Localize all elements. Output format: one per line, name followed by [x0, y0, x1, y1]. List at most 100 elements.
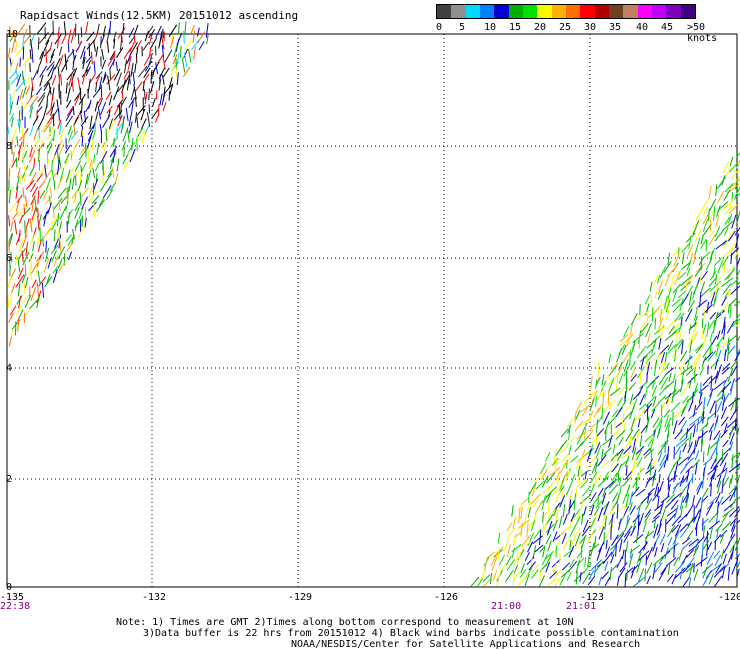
- wind-barb: [715, 240, 728, 250]
- wind-barb: [647, 493, 650, 504]
- wind-barb: [616, 532, 625, 545]
- wind-barb: [647, 458, 653, 470]
- wind-barb: [687, 447, 696, 461]
- map-title: Rapidsact Winds(12.5KM) 20151012 ascendi…: [20, 9, 299, 22]
- wind-barb: [583, 562, 592, 574]
- wind-barb: [477, 578, 484, 587]
- wind-barb: [589, 517, 597, 529]
- wind-barb: [726, 419, 737, 429]
- wind-barb: [151, 109, 159, 119]
- wind-barb: [574, 441, 584, 453]
- wind-barb: [13, 30, 17, 43]
- wind-barb: [46, 158, 50, 170]
- wind-barb: [570, 455, 579, 463]
- wind-barb: [93, 41, 96, 52]
- wind-barb: [693, 405, 697, 417]
- wind-barb: [36, 63, 40, 74]
- wind-barb: [113, 137, 115, 148]
- wind-barb: [674, 524, 682, 537]
- wind-barb: [539, 545, 546, 553]
- wind-barb: [596, 419, 598, 433]
- wind-barb: [623, 325, 630, 338]
- wind-barb: [558, 515, 563, 529]
- wind-barb: [625, 540, 629, 552]
- wind-barb: [142, 81, 145, 92]
- wind-barb: [658, 317, 664, 330]
- wind-barb: [652, 351, 665, 361]
- wind-barb: [15, 304, 22, 316]
- wind-barb: [98, 197, 105, 207]
- wind-barb: [624, 455, 630, 467]
- wind-barb: [142, 42, 150, 51]
- wind-barb: [731, 454, 734, 469]
- wind-barb: [50, 244, 59, 255]
- wind-barb: [81, 196, 88, 210]
- wind-barb: [629, 505, 636, 515]
- wind-barb: [678, 331, 682, 342]
- wind-barb: [611, 409, 619, 418]
- wind-barb: [541, 495, 546, 510]
- wind-barb: [694, 266, 703, 277]
- wind-barb: [15, 157, 18, 168]
- wind-barb: [547, 508, 556, 518]
- wind-barb: [640, 424, 648, 434]
- wind-barb: [101, 59, 106, 70]
- wind-barb: [29, 49, 32, 60]
- wind-barb: [579, 479, 588, 489]
- wind-barb: [513, 551, 519, 566]
- wind-barb: [735, 496, 740, 502]
- wind-barb: [636, 533, 638, 543]
- wind-barb: [646, 379, 656, 389]
- wind-barb: [728, 463, 740, 473]
- wind-barb: [133, 84, 137, 99]
- wind-barb: [556, 475, 560, 487]
- wind-barb: [552, 562, 557, 574]
- wind-barb: [730, 252, 733, 265]
- wind-barb: [601, 448, 604, 461]
- wind-barb: [701, 327, 704, 340]
- wind-barb: [736, 568, 740, 579]
- wind-barb: [116, 99, 124, 108]
- wind-barb: [81, 161, 87, 172]
- wind-barb: [123, 47, 132, 60]
- wind-barb: [485, 551, 496, 560]
- wind-barb: [600, 459, 611, 469]
- lat-tick-label: 8: [6, 141, 12, 152]
- wind-barb: [29, 147, 33, 158]
- wind-barb: [47, 143, 53, 155]
- wind-barb: [50, 95, 54, 109]
- wind-barb: [520, 497, 530, 505]
- wind-barb: [496, 546, 504, 554]
- wind-barb: [724, 216, 731, 226]
- wind-barb: [632, 454, 638, 469]
- wind-barb: [672, 420, 678, 435]
- wind-barb: [674, 429, 683, 440]
- wind-barb: [497, 547, 500, 560]
- wind-barb: [34, 197, 38, 212]
- wind-barb: [24, 277, 29, 289]
- wind-barb: [686, 557, 695, 568]
- wind-barb: [666, 524, 676, 538]
- wind-barb: [65, 241, 75, 253]
- wind-barb: [545, 550, 554, 560]
- wind-barb: [638, 403, 647, 411]
- wind-barb: [8, 113, 15, 123]
- wind-barb: [37, 190, 40, 205]
- wind-barb: [482, 574, 491, 583]
- wind-barb: [654, 547, 658, 557]
- wind-barb: [636, 506, 641, 519]
- wind-barb: [46, 126, 54, 140]
- wind-barb: [21, 250, 24, 263]
- wind-barb: [506, 522, 513, 532]
- legend-label: 45: [661, 22, 674, 33]
- wind-barb: [688, 577, 692, 587]
- wind-barb: [517, 501, 525, 512]
- wind-barb: [724, 226, 729, 236]
- wind-barb: [707, 541, 713, 551]
- wind-barb: [597, 476, 609, 488]
- wind-barb: [161, 74, 165, 85]
- wind-barb: [123, 70, 129, 80]
- wind-barb: [624, 517, 631, 532]
- wind-barb: [113, 51, 115, 66]
- wind-barb: [601, 571, 609, 580]
